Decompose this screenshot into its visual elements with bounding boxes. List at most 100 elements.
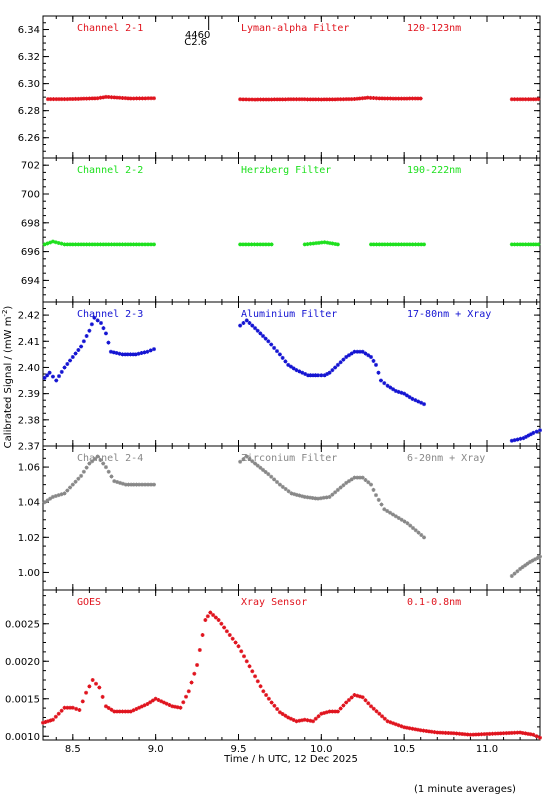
data-point: [476, 732, 481, 737]
data-point: [238, 97, 243, 102]
data-point: [410, 726, 415, 731]
y-tick-label: 1.00: [18, 568, 40, 579]
data-point: [149, 242, 154, 247]
y-tick-label: 698: [21, 218, 40, 229]
data-point: [112, 95, 117, 100]
data-point: [213, 615, 218, 620]
x-tick-label: 9.0: [148, 744, 164, 755]
data-point: [390, 512, 395, 517]
data-point: [526, 731, 531, 736]
data-point: [305, 718, 310, 723]
data-point: [319, 97, 324, 102]
data-point: [101, 242, 106, 247]
data-point: [150, 698, 155, 703]
data-point: [84, 690, 89, 695]
data-point: [175, 705, 180, 710]
data-point: [95, 454, 100, 459]
data-point: [291, 97, 296, 102]
data-point: [172, 704, 177, 709]
panel-ch2-2: 694 696 698 700 702 Channel 2-2 Herzberg Filte…: [21, 157, 541, 303]
data-point: [59, 369, 64, 374]
data-point: [382, 507, 387, 512]
data-point: [419, 242, 424, 247]
data-point: [363, 477, 368, 482]
data-point: [73, 242, 78, 247]
data-point: [314, 241, 319, 246]
data-point: [327, 494, 332, 499]
band-label: 190-222nm: [407, 165, 461, 176]
data-point: [261, 334, 266, 339]
data-point: [302, 717, 307, 722]
data-point: [479, 732, 484, 737]
data-point: [308, 718, 313, 723]
data-point: [149, 96, 154, 101]
data-point: [294, 492, 299, 497]
data-point: [114, 242, 119, 247]
data-point: [62, 242, 67, 247]
data-point: [106, 340, 111, 345]
data-point: [269, 342, 274, 347]
y-tick-label: 0.0020: [5, 657, 40, 668]
y-tick-label: 0.0010: [5, 732, 40, 743]
data-point: [302, 242, 307, 247]
data-point: [43, 720, 48, 724]
data-point: [148, 348, 153, 353]
data-point: [382, 381, 387, 386]
data-point: [200, 633, 205, 637]
data-point: [263, 242, 268, 247]
data-point: [518, 242, 523, 247]
data-point: [533, 557, 538, 562]
data-point: [294, 97, 299, 102]
data-point: [62, 491, 67, 496]
data-point: [54, 378, 59, 383]
data-point: [432, 730, 437, 735]
data-point: [136, 351, 141, 356]
data-point: [371, 96, 376, 101]
data-point: [128, 242, 133, 247]
data-point: [534, 734, 539, 739]
data-point: [355, 96, 360, 101]
data-point: [408, 523, 413, 528]
data-point: [346, 698, 351, 702]
data-point: [140, 242, 145, 247]
x-tick-label: 8.5: [65, 744, 81, 755]
data-point: [523, 97, 528, 102]
data-point: [164, 701, 169, 706]
data-point: [143, 242, 148, 247]
data-point: [145, 702, 150, 706]
data-point: [115, 480, 120, 484]
data-point: [156, 698, 161, 702]
data-point: [126, 96, 131, 101]
data-point: [311, 97, 316, 102]
data-point: [396, 389, 401, 394]
data-point: [112, 709, 117, 714]
data-point: [90, 242, 95, 247]
data-point: [454, 731, 459, 736]
y-tick-label: 700: [21, 190, 40, 201]
data-point: [68, 705, 73, 710]
data-point: [515, 730, 520, 735]
data-point: [95, 318, 100, 323]
data-point: [90, 459, 95, 464]
panel-frame: [42, 589, 541, 741]
data-point: [277, 710, 282, 715]
data-point: [103, 94, 108, 99]
channel-label: Channel 2-3: [77, 309, 143, 320]
data-point: [277, 482, 282, 487]
data-point: [80, 699, 85, 704]
data-point: [330, 368, 335, 373]
data-point: [399, 242, 404, 247]
data-point: [509, 438, 514, 443]
data-point: [128, 96, 133, 101]
data-point: [363, 95, 368, 100]
data-point: [520, 97, 525, 102]
data-point: [79, 473, 84, 478]
data-point: [512, 438, 517, 443]
data-point: [310, 495, 315, 500]
data-point: [170, 704, 175, 709]
data-point: [244, 454, 249, 459]
data-point: [149, 482, 154, 487]
band-label: 17-80nm + Xray: [407, 309, 491, 320]
data-point: [338, 706, 343, 711]
band-label: 120-123nm: [407, 23, 461, 34]
